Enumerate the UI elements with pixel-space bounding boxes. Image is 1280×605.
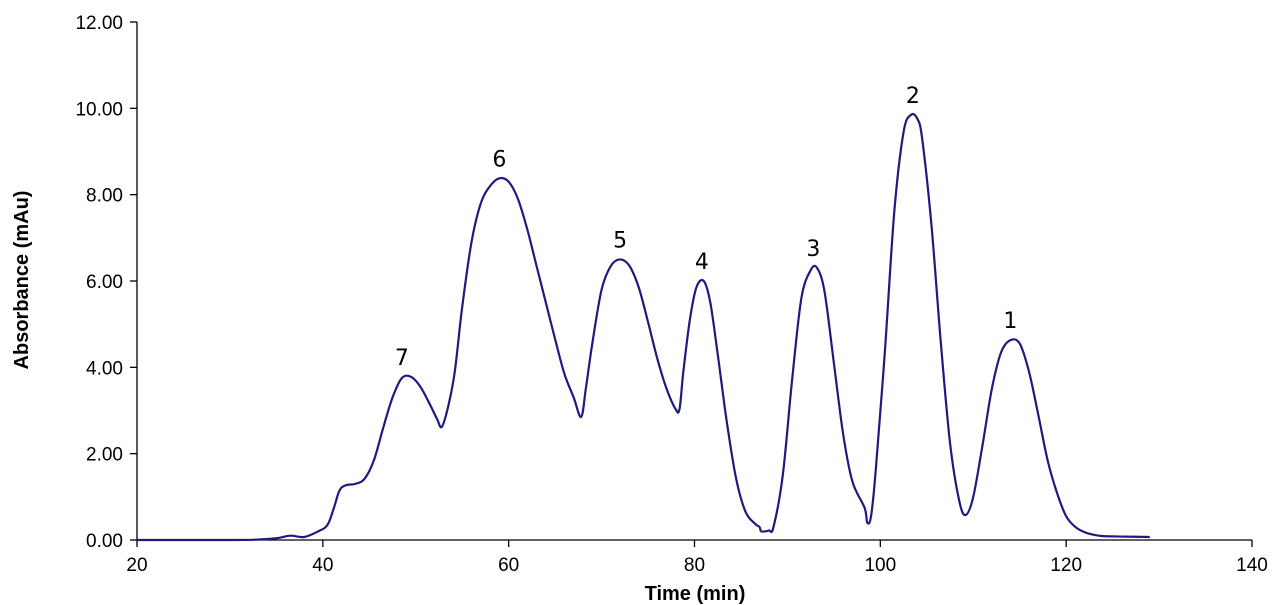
peak-label: 6	[492, 147, 506, 172]
x-tick-label: 60	[498, 555, 519, 576]
peak-label: 1	[1003, 309, 1017, 334]
peak-label: 4	[695, 250, 709, 275]
x-tick-label: 120	[1050, 555, 1082, 576]
series-line	[137, 112, 1150, 542]
y-tick-label: 8.00	[86, 186, 123, 207]
series-group	[137, 112, 1150, 542]
y-tick-label: 10.00	[75, 99, 123, 120]
peak-label: 7	[395, 346, 409, 371]
y-tick-label: 6.00	[86, 272, 123, 293]
x-tick-label: 100	[864, 555, 896, 576]
y-tick-label: 0.00	[86, 531, 123, 552]
tick-labels: 20 40 60 80 100 120 140 0.00 2.00 4.00 6.00 8.00 10.…	[75, 13, 1267, 576]
x-axis-title: Time (min)	[645, 583, 746, 605]
x-tick-label: 140	[1236, 555, 1268, 576]
y-tick-label: 12.00	[75, 13, 123, 34]
x-tick-label: 80	[684, 555, 705, 576]
y-tick-label: 2.00	[86, 445, 123, 466]
peak-label: 5	[613, 228, 627, 253]
y-axis-title: Absorbance (mAu)	[11, 191, 33, 370]
peak-label: 3	[806, 237, 820, 262]
peak-labels: 7 6 5 4 3 2 1	[395, 84, 1018, 371]
tick-marks	[130, 21, 1253, 547]
x-tick-label: 40	[312, 555, 333, 576]
x-tick-label: 20	[126, 555, 147, 576]
axes	[136, 22, 1252, 541]
peak-label: 2	[906, 84, 920, 109]
y-tick-label: 4.00	[86, 358, 123, 379]
